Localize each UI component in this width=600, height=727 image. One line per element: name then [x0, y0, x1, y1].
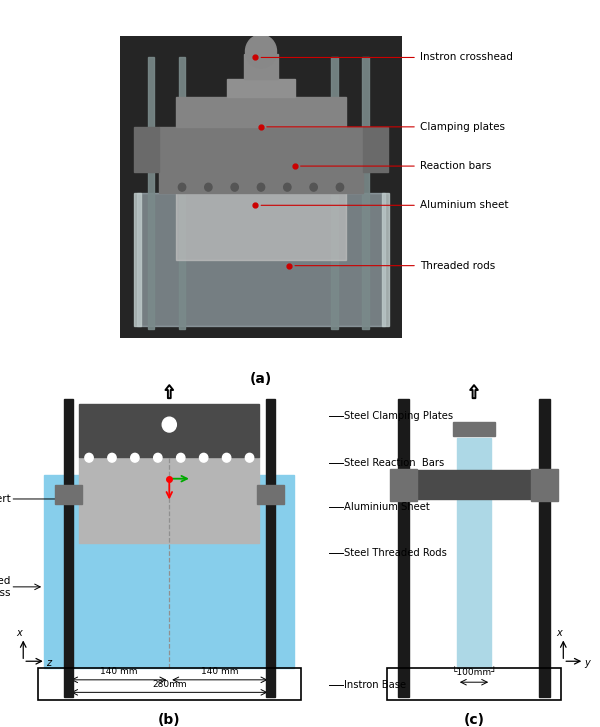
Text: (c): (c) [464, 712, 485, 727]
Text: Instron crosshead: Instron crosshead [420, 52, 513, 63]
Circle shape [310, 183, 317, 191]
Bar [79, 404, 259, 457]
Bar [531, 468, 557, 501]
Bar [227, 79, 295, 97]
Text: Steel Clamping Plates: Steel Clamping Plates [344, 411, 454, 421]
Text: Aluminium Sheet: Aluminium Sheet [344, 502, 430, 513]
Text: Steel Reaction  Bars: Steel Reaction Bars [344, 459, 445, 468]
Bar [79, 457, 259, 543]
Circle shape [245, 454, 254, 462]
Bar [392, 470, 556, 499]
Bar [386, 668, 562, 700]
Bar [244, 55, 278, 79]
Text: Laminated
Glass: Laminated Glass [0, 576, 10, 598]
Bar [362, 57, 369, 329]
Circle shape [178, 183, 186, 191]
Text: (a): (a) [250, 372, 272, 386]
Text: y: y [584, 659, 590, 668]
Circle shape [176, 454, 185, 462]
Bar [64, 399, 73, 696]
Bar [391, 468, 417, 501]
Circle shape [205, 183, 212, 191]
Bar [148, 57, 154, 329]
Text: 140 mm: 140 mm [100, 667, 137, 676]
Bar [257, 486, 284, 504]
Bar [362, 126, 388, 172]
Circle shape [257, 183, 265, 191]
Text: Threaded rods: Threaded rods [420, 261, 495, 270]
Bar [331, 57, 338, 329]
Circle shape [162, 417, 176, 432]
Circle shape [284, 183, 291, 191]
Bar [176, 97, 346, 126]
Bar [453, 422, 495, 436]
Circle shape [154, 454, 162, 462]
Text: Steel Insert: Steel Insert [0, 494, 10, 504]
Text: x: x [17, 628, 22, 638]
Text: Aluminium sheet: Aluminium sheet [420, 201, 509, 210]
Text: 280mm: 280mm [152, 680, 187, 689]
Circle shape [200, 454, 208, 462]
Text: Reaction bars: Reaction bars [420, 161, 491, 171]
Bar [38, 668, 301, 700]
Circle shape [336, 183, 344, 191]
Bar [539, 399, 550, 696]
Text: Instron Base: Instron Base [344, 680, 407, 690]
Bar [179, 57, 185, 329]
Circle shape [85, 454, 93, 462]
Circle shape [223, 454, 231, 462]
Bar [137, 193, 385, 326]
Text: x: x [556, 628, 562, 638]
Bar [55, 486, 82, 504]
Bar [176, 187, 346, 260]
Circle shape [131, 454, 139, 462]
Bar [134, 193, 141, 326]
Text: (b): (b) [158, 712, 181, 727]
Bar [44, 475, 295, 668]
Bar [134, 126, 160, 172]
Circle shape [231, 183, 238, 191]
Text: 140 mm: 140 mm [201, 667, 239, 676]
Text: Clamping plates: Clamping plates [420, 122, 505, 132]
Bar [160, 126, 362, 193]
Text: Steel Threaded Rods: Steel Threaded Rods [344, 548, 447, 558]
Text: └100mm┘: └100mm┘ [451, 668, 497, 677]
Circle shape [108, 454, 116, 462]
Text: z: z [46, 659, 51, 668]
Bar [457, 438, 491, 668]
Bar [382, 193, 389, 326]
Bar [398, 399, 409, 696]
Circle shape [245, 35, 277, 68]
Bar [266, 399, 275, 696]
